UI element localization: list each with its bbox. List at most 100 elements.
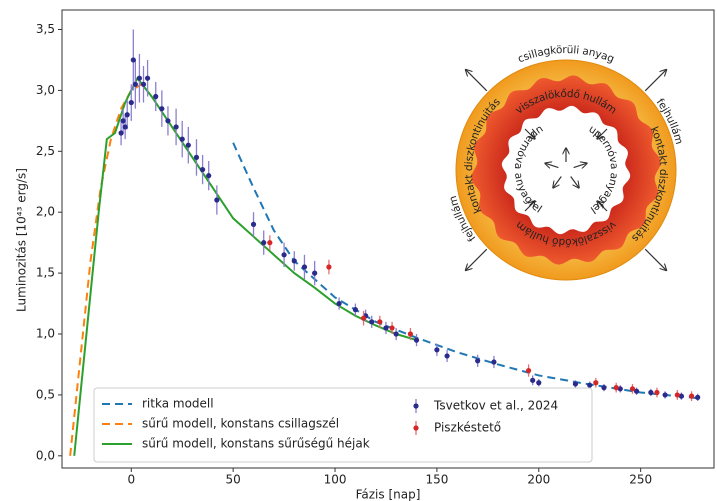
- plot-area: [69, 29, 702, 456]
- y-axis-label: Luminozitás [10⁴³ erg/s]: [15, 168, 29, 312]
- data-point: [173, 124, 179, 130]
- x-axis-label: Fázis [nap]: [356, 488, 421, 501]
- data-point: [613, 385, 619, 391]
- data-point: [377, 319, 383, 325]
- data-point: [413, 337, 420, 343]
- data-point: [389, 325, 395, 331]
- y-tick-label: 1,5: [36, 266, 55, 280]
- data-point: [654, 389, 660, 396]
- y-tick-label: 0,5: [36, 387, 55, 401]
- data-point: [617, 386, 623, 392]
- outward-arrow: [644, 70, 666, 92]
- data-point: [206, 173, 212, 179]
- data-point: [199, 166, 206, 173]
- data-point: [536, 380, 542, 386]
- y-tick-label: 0,0: [36, 448, 55, 462]
- outward-arrow: [466, 70, 488, 92]
- data-point: [179, 136, 185, 142]
- data-point: [291, 258, 297, 264]
- data-point: [475, 358, 481, 364]
- legend-label: sűrű modell, konstans csillagszél: [142, 417, 339, 431]
- x-tick-label: 0: [127, 473, 135, 487]
- plot-frame: [61, 9, 715, 469]
- data-point: [153, 93, 159, 100]
- shock-diagram: csillagkörüli anyagfejhullámfejhullámkon…: [0, 0, 685, 281]
- outward-arrow: [644, 248, 666, 270]
- data-point: [629, 386, 636, 392]
- data-point: [193, 154, 200, 160]
- data-point: [407, 331, 414, 337]
- data-point: [674, 392, 680, 398]
- data-point: [360, 315, 367, 321]
- inward-arrow: [597, 201, 608, 212]
- data-point: [214, 197, 220, 203]
- y-tick-label: 2,0: [36, 205, 55, 219]
- data-point: [132, 81, 138, 87]
- data-point: [120, 118, 126, 124]
- legend-label: sűrű modell, konstans sűrűségű héjak: [142, 437, 370, 451]
- data-point: [662, 392, 668, 398]
- data-point: [159, 106, 165, 112]
- data-point: [530, 377, 536, 383]
- outward-arrow: [466, 248, 488, 270]
- data-point: [165, 118, 171, 124]
- data-point: [124, 112, 130, 118]
- inward-arrow: [524, 201, 535, 212]
- data-point: [261, 240, 267, 246]
- center-arrow: [553, 176, 562, 187]
- data-point: [587, 382, 593, 388]
- legend-box: [93, 387, 593, 463]
- data-point: [144, 75, 151, 81]
- data-point: [281, 252, 287, 258]
- x-tick-label: 50: [226, 473, 241, 487]
- y-tick-label: 2,5: [36, 144, 55, 158]
- data-point: [525, 367, 532, 374]
- data-point: [130, 57, 136, 63]
- legend-label: ritka modell: [142, 397, 214, 411]
- inward-arrow: [524, 128, 535, 139]
- data-point: [136, 75, 143, 81]
- data-point: [572, 381, 579, 387]
- data-point: [678, 393, 685, 399]
- center-arrow: [570, 176, 579, 187]
- data-point: [336, 300, 342, 307]
- y-tick-label: 1,0: [36, 327, 55, 341]
- x-tick-label: 150: [425, 473, 448, 487]
- data-point: [695, 394, 701, 400]
- data-point: [593, 380, 599, 386]
- data-point: [434, 347, 440, 353]
- data-point: [369, 319, 375, 325]
- data-point: [140, 81, 147, 87]
- data-point: [688, 393, 695, 399]
- data-point: [491, 359, 497, 365]
- data-point: [352, 307, 358, 313]
- data-point: [118, 130, 124, 136]
- center-arrow: [545, 163, 559, 167]
- legend-label: Piszkéstető: [434, 421, 501, 435]
- data-point: [383, 325, 389, 331]
- y-tick-label: 3,0: [36, 83, 55, 97]
- data-point: [648, 389, 654, 396]
- x-tick-label: 250: [629, 473, 652, 487]
- data-point: [444, 353, 450, 359]
- model-line: [73, 76, 417, 456]
- data-point: [393, 331, 399, 337]
- legend-marker: [413, 403, 419, 409]
- legend-label: Tsvetkov et al., 2024: [433, 399, 558, 413]
- x-tick-label: 100: [324, 473, 347, 487]
- data-point: [633, 388, 640, 394]
- data-point: [326, 264, 332, 270]
- data-point: [250, 221, 257, 227]
- center-arrow: [573, 163, 587, 167]
- data-point: [267, 240, 273, 246]
- data-point: [128, 99, 134, 106]
- y-tick-label: 3,5: [36, 22, 55, 36]
- data-point: [185, 142, 191, 148]
- data-point: [301, 264, 308, 270]
- data-point: [122, 124, 128, 130]
- x-tick-label: 200: [527, 473, 550, 487]
- data-point: [312, 270, 318, 276]
- data-point: [601, 385, 607, 391]
- legend-marker: [413, 425, 419, 431]
